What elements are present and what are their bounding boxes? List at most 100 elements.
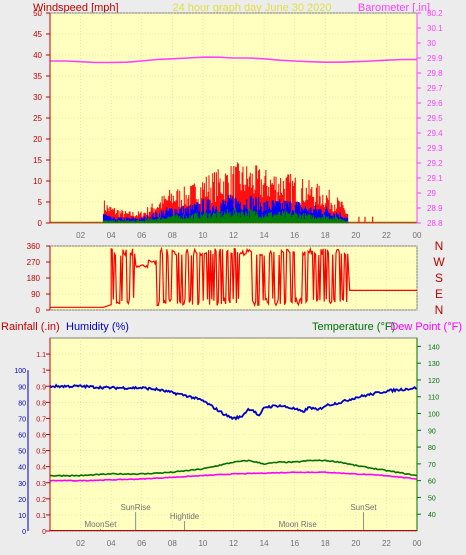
climate-x-tick-label: 12 [229, 539, 238, 548]
rain-tick-label: 0.4 [36, 465, 46, 472]
baro-tick-label: 29.9 [427, 54, 443, 63]
rain-tick-label: 0.2 [36, 497, 46, 504]
dewpoint-label: Dew Point (°F) [390, 321, 462, 333]
rain-tick-label: 0.1 [36, 513, 46, 520]
windspeed-label: Windspeed [mph] [33, 2, 119, 14]
rain-tick-label: 0.3 [36, 481, 46, 488]
compass-letter: N [435, 239, 444, 253]
temp-tick-label: 120 [428, 378, 440, 385]
compass-letter: S [435, 271, 443, 285]
baro-tick-label: 30.1 [427, 24, 443, 33]
climate-axes: 0 0.1 0.2 0.3 0.4 0.5 0.6 0.7 0.8 0.9 1 1.1 0 10 20 30 4… [14, 338, 440, 548]
wind-x-tick-label: 02 [76, 231, 85, 240]
wind-tick-label: 40 [33, 51, 42, 60]
climate-x-tick-label: 00 [413, 539, 422, 548]
humidity-tick-label: 20 [18, 497, 26, 504]
climate-x-tick-label: 14 [260, 539, 269, 548]
wind-axes: 0 5 10 15 20 25 30 35 40 45 50 28.8 28.9 29 29.1 29.2 29… [33, 9, 443, 240]
humidity-tick-label: 80 [18, 400, 26, 407]
event-label: SunRise [121, 503, 152, 512]
baro-tick-label: 29.6 [427, 99, 443, 108]
dir-tick-label: 180 [27, 274, 41, 283]
climate-x-tick-label: 10 [198, 539, 207, 548]
dewpoint-series [49, 471, 418, 482]
temp-tick-label: 70 [428, 462, 436, 469]
rain-tick-label: 0.5 [36, 449, 46, 456]
wind-tick-label: 10 [33, 177, 42, 186]
climate-x-tick-label: 22 [382, 539, 391, 548]
rain-tick-label: 0.8 [36, 400, 46, 407]
wind-bars [50, 162, 417, 224]
humidity-tick-label: 50 [18, 449, 26, 456]
baro-tick-label: 28.9 [427, 204, 443, 213]
wind-tick-label: 45 [33, 30, 42, 39]
humidity-tick-label: 30 [18, 481, 26, 488]
humidity-tick-label: 70 [18, 416, 26, 423]
barometer-series [50, 56, 417, 64]
wind-tick-label: 5 [38, 198, 43, 207]
rain-tick-label: 1 [42, 368, 46, 375]
rain-tick-label: 0.6 [36, 433, 46, 440]
wind-x-tick-label: 00 [413, 231, 422, 240]
wind-x-tick-label: 10 [198, 231, 207, 240]
direction-series [50, 246, 417, 308]
climate-x-tick-label: 08 [168, 539, 177, 548]
wind-tick-label: 15 [33, 156, 42, 165]
temp-tick-label: 60 [428, 479, 436, 486]
baro-tick-label: 29 [427, 189, 436, 198]
baro-tick-label: 30 [427, 39, 436, 48]
climate-x-tick-label: 02 [76, 539, 85, 548]
baro-tick-label: 29.4 [427, 129, 443, 138]
temp-tick-label: 130 [428, 361, 440, 368]
wind-grid [50, 12, 418, 224]
event-label: MoonSet [84, 520, 117, 529]
temp-tick-label: 80 [428, 445, 436, 452]
direction-line [50, 246, 417, 308]
wind-tick-label: 30 [33, 93, 42, 102]
wind-x-tick-label: 08 [168, 231, 177, 240]
event-label: SunSet [350, 503, 377, 512]
baro-tick-label: 29.7 [427, 84, 443, 93]
baro-tick-label: 28.8 [427, 219, 443, 228]
wind-x-tick-label: 18 [321, 231, 330, 240]
rain-tick-label: 0 [42, 529, 46, 536]
baro-tick-label: 30.2 [427, 9, 443, 18]
barometer-label: Barometer [.in] [358, 2, 430, 14]
baro-tick-label: 29.5 [427, 114, 443, 123]
dir-tick-label: 270 [27, 258, 41, 267]
temp-tick-label: 100 [428, 412, 440, 419]
temp-tick-label: 110 [428, 395, 439, 402]
humidity-tick-label: 100 [14, 368, 26, 375]
humidity-label: Humidity (%) [66, 321, 129, 333]
rainfall-label: Rainfall (.in) [1, 321, 60, 333]
wind-x-tick-label: 14 [260, 231, 269, 240]
wind-tick-label: 25 [33, 114, 42, 123]
temperature-label: Temperature (°F) [312, 321, 395, 333]
baro-tick-label: 29.3 [427, 144, 443, 153]
wind-x-tick-label: 22 [382, 231, 391, 240]
humidity-tick-label: 90 [18, 384, 26, 391]
wind-tick-label: 0 [38, 219, 43, 228]
wind-tick-label: 20 [33, 135, 42, 144]
dir-tick-label: 0 [36, 306, 41, 315]
climate-x-tick-label: 04 [107, 539, 116, 548]
climate-x-tick-label: 06 [137, 539, 146, 548]
temp-tick-label: 90 [428, 428, 436, 435]
temp-tick-label: 140 [428, 344, 440, 351]
wind-x-tick-label: 04 [107, 231, 116, 240]
wind-tick-label: 35 [33, 72, 42, 81]
rain-tick-label: 1.1 [36, 352, 46, 359]
climate-lines [49, 383, 418, 531]
temp-tick-label: 40 [428, 512, 436, 519]
event-label: Moon Rise [279, 520, 318, 529]
dir-tick-label: 90 [31, 290, 40, 299]
compass-letter: E [435, 287, 443, 301]
wind-x-tick-label: 20 [351, 231, 360, 240]
humidity-tick-label: 10 [18, 513, 26, 520]
wind-x-tick-label: 06 [137, 231, 146, 240]
compass-letter: N [435, 303, 444, 317]
event-label: Hightide [170, 512, 200, 521]
humidity-tick-label: 60 [18, 433, 26, 440]
